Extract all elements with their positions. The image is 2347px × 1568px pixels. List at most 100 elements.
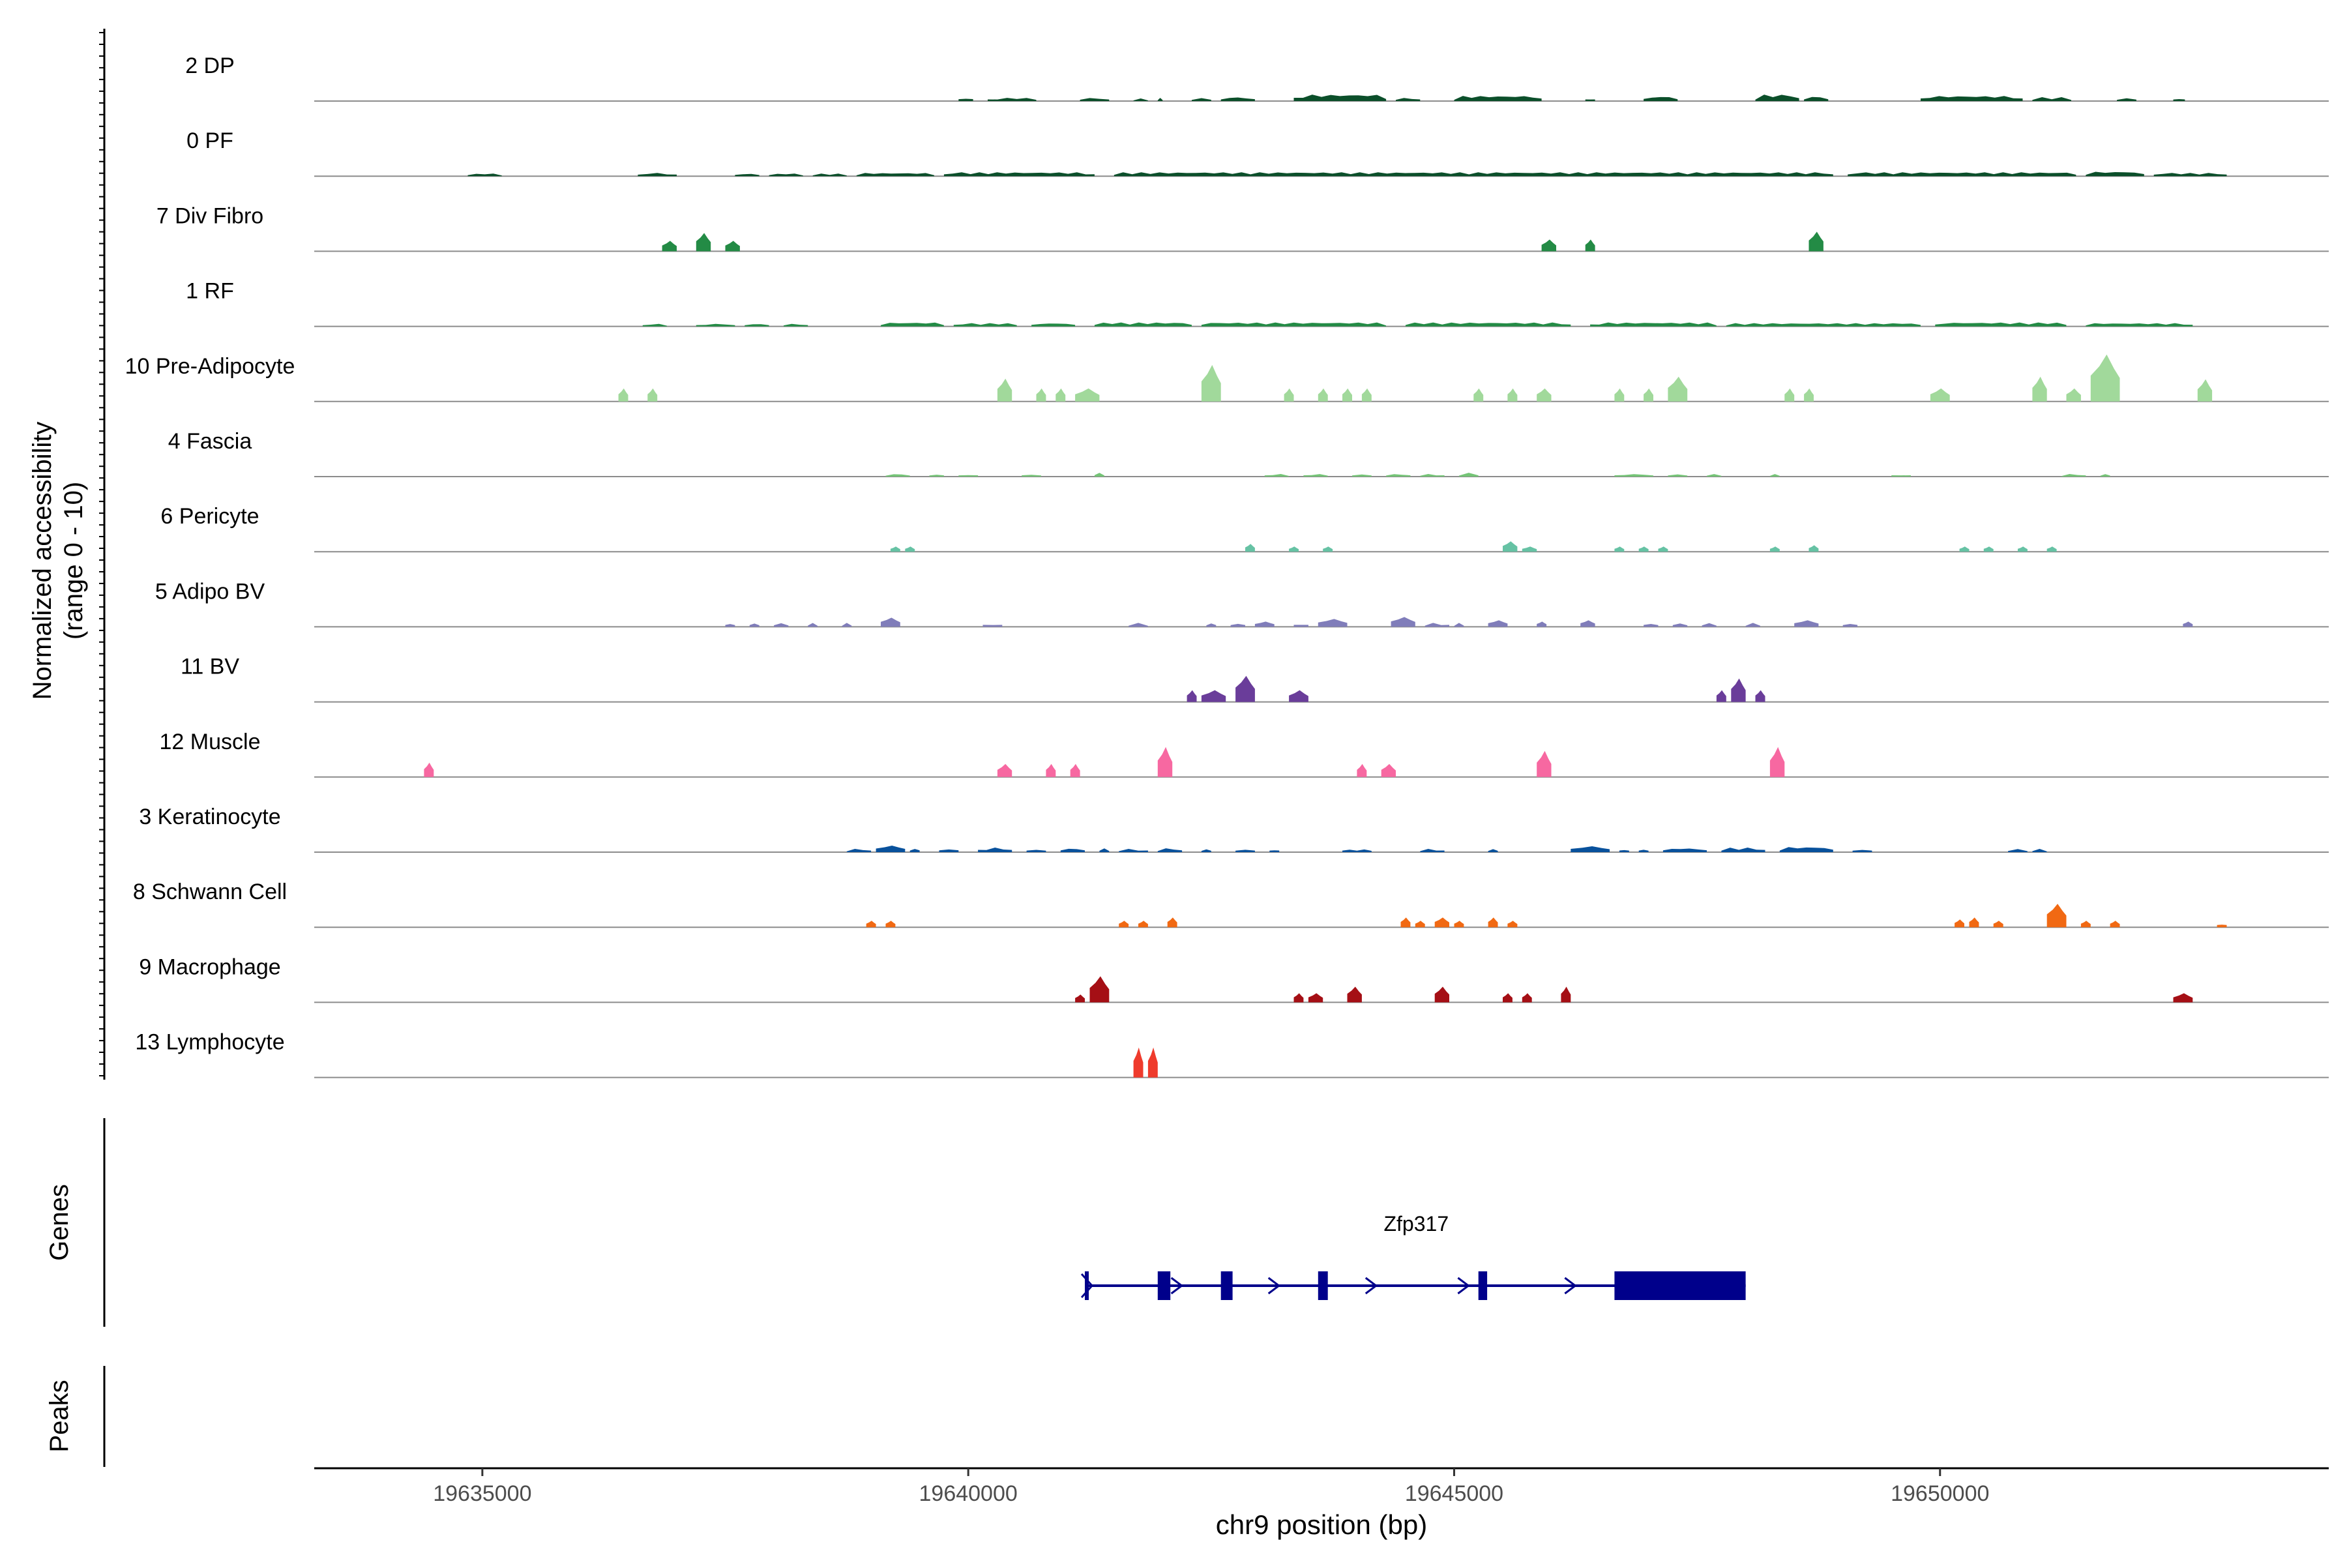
coverage-peak <box>1415 921 1425 928</box>
track-9-macrophage: 9 Macrophage <box>139 954 2329 1003</box>
coverage-peak <box>876 846 906 852</box>
coverage-peak <box>1157 848 1183 852</box>
coverage-peak <box>1561 986 1571 1003</box>
coverage-peak <box>842 623 852 627</box>
coverage-peak <box>1541 239 1556 252</box>
track-4-fascia: 4 Fascia <box>168 429 2329 477</box>
coverage-peak <box>1293 993 1304 1003</box>
y-axis-label: Normalized accessibility <box>28 422 57 700</box>
coverage-peak <box>1046 763 1056 777</box>
coverage-peak <box>1921 96 2023 101</box>
coverage-peak <box>1614 474 1653 477</box>
gene-exon <box>1220 1271 1233 1300</box>
coverage-peak <box>1638 546 1649 552</box>
coverage-peak <box>1157 747 1173 777</box>
coverage-peak <box>939 849 959 852</box>
coverage-peak <box>1303 474 1328 477</box>
coverage-peak <box>1726 323 1921 327</box>
coverage-peak <box>1580 620 1595 627</box>
coverage-peak <box>1075 388 1100 402</box>
coverage-peak <box>846 849 872 852</box>
coverage-peak <box>1721 848 1765 852</box>
coverage-peak <box>2110 921 2120 928</box>
coverage-peak <box>1187 690 1197 702</box>
track-label: 12 Muscle <box>160 730 261 754</box>
coverage-peak <box>1201 690 1226 702</box>
coverage-peak <box>1129 623 1148 627</box>
coverage-peak <box>2086 171 2144 177</box>
gene-exon <box>1085 1271 1089 1300</box>
coverage-peak <box>1357 849 1372 852</box>
coverage-peak <box>1537 750 1552 777</box>
gene-exon <box>1614 1271 1746 1300</box>
coverage-peak <box>1458 473 1479 477</box>
coverage-peak <box>1361 388 1372 402</box>
y-axis-label-range: (range 0 - 10) <box>59 482 88 640</box>
coverage-peak <box>2086 323 2193 327</box>
coverage-peak <box>1420 849 1445 852</box>
peaks-panel: Peaks <box>45 1366 106 1467</box>
coverage-peak <box>1891 475 1911 477</box>
coverage-peak <box>1585 99 1595 101</box>
coverage-peak <box>2217 925 2227 928</box>
coverage-peak <box>1220 97 1255 101</box>
coverage-peak <box>1590 322 1717 327</box>
track-2-dp: 2 DP <box>185 53 2329 102</box>
coverage-peak <box>1804 388 1814 402</box>
coverage-peak <box>1644 388 1653 402</box>
coverage-peak <box>1993 921 2003 928</box>
coverage-peak <box>1099 848 1110 852</box>
coverage-peak <box>812 173 847 177</box>
coverage-peak <box>696 233 711 252</box>
coverage-peak <box>1235 675 1255 702</box>
track-13-lymphocyte: 13 Lymphocyte <box>135 1030 2329 1078</box>
track-10-pre-adipocyte: 10 Pre-Adipocyte <box>125 354 2329 402</box>
coverage-peak <box>1454 623 1464 627</box>
coverage-peak <box>1089 976 1110 1003</box>
track-label: 10 Pre-Adipocyte <box>125 354 295 379</box>
coverage-peak <box>1745 623 1760 627</box>
coverage-peak <box>2090 354 2120 402</box>
track-label: 11 BV <box>181 655 239 679</box>
gene-exon <box>1478 1271 1488 1300</box>
coverage-peak <box>1969 917 1979 928</box>
coverage-peak <box>1318 619 1348 627</box>
coverage-peak <box>696 323 735 327</box>
coverage-peak <box>1201 322 1387 327</box>
coverage-peak <box>1808 231 1823 252</box>
coverage-peak <box>2183 621 2193 627</box>
coverage-peak <box>769 173 803 177</box>
x-tick-label: 19650000 <box>1891 1481 1989 1506</box>
coverage-peak <box>1658 546 1668 552</box>
coverage-peak <box>1080 98 1110 101</box>
coverage-peak <box>774 623 789 627</box>
coverage-peak <box>1269 850 1280 852</box>
coverage-peak <box>2032 849 2047 852</box>
coverage-peak <box>1959 546 1970 552</box>
track-label: 9 Macrophage <box>139 954 280 979</box>
coverage-peak <box>1434 917 1449 928</box>
coverage-peak <box>1804 96 1829 101</box>
coverage-peak <box>1638 850 1649 852</box>
coverage-peak <box>1503 993 1513 1003</box>
x-tick-label: 19640000 <box>919 1481 1018 1506</box>
coverage-peak <box>1769 474 1780 477</box>
coverage-peak <box>1391 617 1415 627</box>
coverage-peak <box>1026 850 1046 852</box>
track-label: 1 RF <box>186 279 234 304</box>
coverage-peak <box>1342 850 1357 852</box>
coverage-peak <box>725 241 740 252</box>
coverage-peak <box>2061 474 2086 477</box>
coverage-peak <box>1522 546 1537 552</box>
coverage-peak <box>866 921 876 928</box>
coverage-peak <box>1133 1047 1144 1078</box>
coverage-peak <box>958 475 979 477</box>
coverage-peak <box>1400 917 1411 928</box>
coverage-peak <box>1503 541 1518 552</box>
y-axis <box>99 29 106 1080</box>
gene-strand-arrow <box>1267 1277 1281 1295</box>
track-label: 4 Fascia <box>168 429 252 454</box>
track-6-pericyte: 6 Pericyte <box>160 504 2329 553</box>
